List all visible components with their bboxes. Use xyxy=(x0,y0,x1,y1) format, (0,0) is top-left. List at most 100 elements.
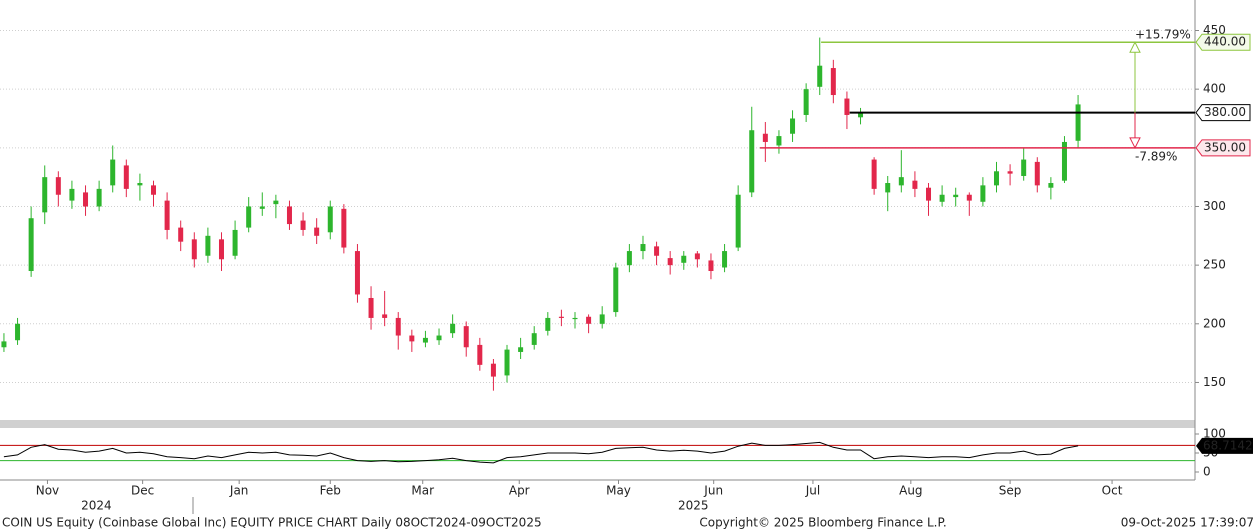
candle-body xyxy=(504,349,510,376)
x-tick-label: Jan xyxy=(229,484,249,498)
y-tick-label: 150 xyxy=(1203,375,1226,389)
candle-body xyxy=(55,177,61,195)
candle-body xyxy=(762,133,768,142)
candle-body xyxy=(871,159,877,189)
range-arrow-head xyxy=(1129,41,1141,53)
candle-body xyxy=(151,185,157,195)
candle-body xyxy=(1034,161,1040,186)
candle-body xyxy=(382,314,388,318)
level-label-box xyxy=(1195,104,1251,122)
y-tick-label: 250 xyxy=(1203,258,1226,272)
x-tick-label: Oct xyxy=(1102,484,1123,498)
candle-body xyxy=(1007,171,1013,174)
candle-body xyxy=(735,194,741,248)
candle-body xyxy=(300,220,306,230)
rsi-tick-label: 0 xyxy=(1203,465,1211,479)
candle-body xyxy=(613,267,619,313)
x-tick-label: Apr xyxy=(509,484,530,498)
level-label: 350.00 xyxy=(1204,140,1246,154)
level-label-box xyxy=(1195,139,1251,157)
candle-body xyxy=(354,251,360,295)
candle-body xyxy=(558,316,564,318)
candle-body xyxy=(273,200,279,205)
candle-body xyxy=(858,112,864,118)
level-change: +15.79% xyxy=(1135,28,1191,42)
candle-body xyxy=(28,218,34,272)
y-tick-label: 200 xyxy=(1203,316,1226,330)
y-tick-label: 450 xyxy=(1203,23,1226,37)
candle-body xyxy=(137,183,143,186)
candle-body xyxy=(42,177,48,213)
candle-body xyxy=(953,194,959,198)
y-tick-label: 400 xyxy=(1203,82,1226,96)
rsi-line xyxy=(3,441,1079,464)
year-label: 2024 xyxy=(81,499,112,513)
candle-body xyxy=(531,333,537,345)
candle-body xyxy=(96,188,102,207)
candle-body xyxy=(1075,104,1081,141)
candle-body xyxy=(926,187,932,201)
candle-body xyxy=(1,341,7,348)
candle-body xyxy=(327,206,333,233)
candle-body xyxy=(654,246,660,256)
x-tick-label: May xyxy=(606,484,631,498)
candle-body xyxy=(803,89,809,115)
candle-body xyxy=(681,255,687,263)
candle-body xyxy=(463,326,469,348)
candle-body xyxy=(749,130,755,193)
candle-body xyxy=(205,235,211,256)
candle-body xyxy=(314,227,320,236)
x-tick-label: Feb xyxy=(320,484,341,498)
x-tick-label: Jul xyxy=(805,484,820,498)
candle-body xyxy=(830,68,836,96)
candle-body xyxy=(939,194,945,202)
candle-body xyxy=(912,180,918,189)
candle-body xyxy=(980,185,986,202)
candle-body xyxy=(844,98,850,115)
candle-body xyxy=(110,159,116,186)
candle-body xyxy=(708,260,714,272)
candle-body xyxy=(790,118,796,134)
level-change: -7.89% xyxy=(1135,149,1177,163)
candle-body xyxy=(286,206,292,225)
x-tick-label: Mar xyxy=(411,484,434,498)
rsi-last-box xyxy=(1196,437,1253,454)
candle-body xyxy=(599,314,605,324)
candle-body xyxy=(341,208,347,248)
candle-body xyxy=(667,258,673,266)
x-tick-label: Jun xyxy=(703,484,723,498)
x-tick-label: Dec xyxy=(131,484,154,498)
panel-separator xyxy=(0,420,1195,428)
candle-body xyxy=(15,323,21,341)
candle-body xyxy=(178,227,184,242)
candle-body xyxy=(586,316,592,324)
footer-timestamp: 09-Oct-2025 17:39:07 xyxy=(1121,516,1254,530)
x-tick-label: Sep xyxy=(999,484,1022,498)
candle-body xyxy=(1061,141,1067,181)
candle-body xyxy=(898,177,904,186)
candle-body xyxy=(545,317,551,331)
candle-body xyxy=(83,192,89,207)
candle-body xyxy=(259,206,265,209)
footer-description: COIN US Equity (Coinbase Global Inc) EQU… xyxy=(2,516,542,530)
candle-body xyxy=(1048,183,1054,188)
candle-body xyxy=(817,65,823,87)
level-label: 380.00 xyxy=(1204,105,1246,119)
candle-body xyxy=(885,183,891,193)
footer-copyright: Copyright© 2025 Bloomberg Finance L.P. xyxy=(699,516,946,530)
candle-body xyxy=(164,200,170,230)
level-label: 440.00 xyxy=(1204,35,1246,49)
candle-body xyxy=(518,347,524,352)
candle-body xyxy=(722,251,728,268)
candle-body xyxy=(368,297,374,318)
candle-body xyxy=(1021,159,1027,176)
candle-body xyxy=(626,251,632,266)
candle-body xyxy=(966,194,972,201)
candle-body xyxy=(191,239,197,260)
candle-body xyxy=(218,239,224,260)
candle-body xyxy=(477,344,483,365)
candle-body xyxy=(232,229,238,256)
candle-body xyxy=(123,165,129,189)
candle-body xyxy=(450,323,456,334)
